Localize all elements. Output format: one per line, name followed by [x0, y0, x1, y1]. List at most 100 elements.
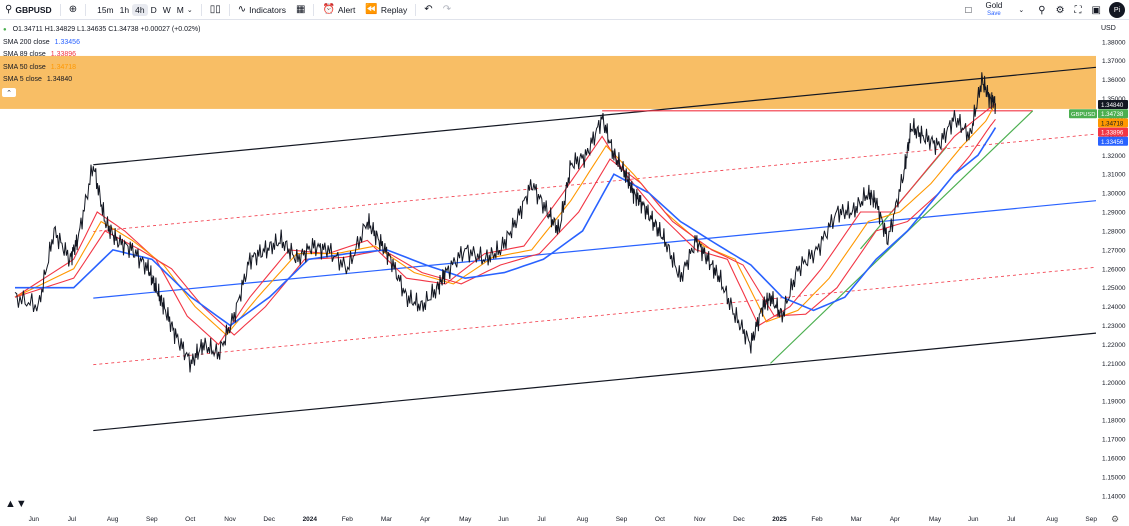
indicators-icon: ∿: [237, 4, 247, 15]
price-label-bg: [1098, 127, 1128, 137]
drawings-layer: [93, 66, 1097, 432]
alert-label: Alert: [337, 4, 356, 15]
price-label-text: 1.33456: [1101, 139, 1124, 146]
y-tick-label: 1.19000: [1102, 399, 1126, 406]
sma-label: SMA 50 close: [3, 63, 46, 71]
x-tick-label: Aug: [107, 516, 119, 523]
channel-upper: [93, 66, 1097, 166]
chevron-down-icon[interactable]: ⌄: [1018, 7, 1025, 14]
ohlc-values: O1.34711 H1.34829 L1.34635 C1.34738 +0.0…: [12, 26, 201, 33]
tradingview-logo-icon: ▲▼: [5, 498, 27, 510]
sma-value: 1.33896: [50, 51, 77, 58]
fullscreen-icon[interactable]: ⛶: [1074, 4, 1082, 16]
chart-type-button[interactable]: ▯▯: [205, 0, 226, 20]
interval-m[interactable]: M: [176, 4, 184, 15]
legend-sma-50[interactable]: SMA 50 close 1.34718: [0, 62, 200, 75]
x-tick-label: Jul: [537, 516, 546, 523]
sma-label: SMA 89 close: [3, 51, 46, 58]
x-tick-label: Sep: [146, 516, 158, 523]
divider: [85, 3, 87, 16]
save-label: Save: [987, 11, 1001, 17]
x-tick-label: Dec: [263, 516, 275, 523]
y-tick-label: 1.37000: [1102, 58, 1126, 65]
layout-icon[interactable]: □: [965, 4, 972, 16]
x-tick-label: Oct: [185, 516, 195, 523]
channel-mid: [93, 200, 1097, 299]
x-tick-label: 2024: [303, 516, 318, 523]
indicators-button[interactable]: ∿ Indicators: [233, 0, 291, 20]
y-tick-label: 1.38000: [1102, 39, 1126, 46]
camera-icon[interactable]: ▣: [1091, 4, 1101, 16]
y-tick-label: 1.31000: [1102, 172, 1126, 179]
price-axis: 1.380001.370001.360001.350001.340001.330…: [1096, 20, 1129, 526]
supply-zone: [0, 55, 1096, 109]
y-tick-label: 1.35000: [1102, 96, 1126, 103]
templates-button[interactable]: ▦: [291, 0, 310, 20]
price-chart[interactable]: 1.380001.370001.360001.350001.340001.330…: [0, 20, 1129, 526]
y-tick-label: 1.15000: [1102, 474, 1126, 481]
sma-line-sma-89-close: [14, 118, 996, 336]
legend-sma-5[interactable]: SMA 5 close 1.34840: [0, 74, 200, 87]
indicators-label: Indicators: [249, 4, 286, 15]
price-label: 1.33896: [1098, 127, 1128, 137]
y-tick-label: 1.29000: [1102, 210, 1126, 217]
interval-d[interactable]: D: [150, 4, 157, 15]
x-tick-label: Nov: [694, 516, 706, 523]
x-tick-label: Jun: [29, 516, 40, 523]
y-tick-label: 1.32000: [1102, 153, 1126, 160]
price-line: [14, 72, 996, 373]
y-tick-label: 1.17000: [1102, 437, 1126, 444]
replay-button[interactable]: ⏪ Replay: [360, 0, 412, 20]
chevron-down-icon[interactable]: ⌄: [186, 6, 193, 14]
legend-collapse-button[interactable]: ⌃: [2, 88, 16, 97]
supply-zone-layer: [0, 55, 1096, 109]
avatar[interactable]: Pi: [1109, 2, 1125, 18]
search-icon: ⚲: [5, 4, 13, 15]
y-tick-label: 1.23000: [1102, 323, 1126, 330]
x-tick-label: Oct: [655, 516, 665, 523]
axis-settings-icon[interactable]: ⚙: [1111, 514, 1120, 524]
symbol-search[interactable]: ⚲ GBPUSD: [0, 0, 57, 20]
gear-icon[interactable]: ⚙: [1055, 4, 1065, 16]
divider: [59, 3, 61, 16]
toolbar-right: □ Gold Save ⌄ ⚲ ⚙ ⛶ ▣ Pi: [965, 0, 1129, 20]
y-tick-label: 1.30000: [1102, 191, 1126, 198]
undo-button[interactable]: ↶: [419, 0, 437, 20]
interval-4h[interactable]: 4h: [132, 3, 148, 16]
interval-1h[interactable]: 1h: [119, 4, 130, 15]
alert-button[interactable]: ⏰ Alert: [317, 0, 360, 20]
y-tick-label: 1.16000: [1102, 455, 1126, 462]
y-tick-label: 1.25000: [1102, 285, 1126, 292]
x-tick-label: Feb: [342, 516, 354, 523]
x-tick-label: Mar: [851, 516, 863, 523]
x-tick-label: Sep: [616, 516, 628, 523]
y-tick-label: 1.28000: [1102, 228, 1126, 235]
price-label-bg: [1098, 118, 1128, 128]
plus-circle-icon: ⊕: [68, 4, 78, 15]
y-tick-label: 1.22000: [1102, 342, 1126, 349]
y-tick-label: 1.18000: [1102, 418, 1126, 425]
sma-value: 1.34840: [46, 76, 73, 83]
grid-icon: ▦: [295, 4, 306, 15]
x-tick-label: Aug: [1046, 516, 1058, 523]
legend-sma-89[interactable]: SMA 89 close 1.33896: [0, 49, 200, 62]
price-label: 1.34738 GBPUSD: [1069, 109, 1128, 119]
symbol-tag-bg: [1069, 109, 1097, 119]
interval-15m[interactable]: 15m: [97, 4, 114, 15]
sma-line-sma-200-close: [15, 127, 997, 327]
quick-search-icon[interactable]: ⚲: [1038, 4, 1046, 16]
redo-button[interactable]: ↷: [438, 0, 456, 20]
layout-name-button[interactable]: Gold Save: [985, 2, 1002, 18]
interval-w[interactable]: W: [162, 4, 171, 15]
legend-sma-200[interactable]: SMA 200 close 1.33456: [0, 37, 200, 50]
sma-line-sma-5-close: [14, 102, 996, 346]
divider: [313, 3, 315, 16]
x-tick-label: Nov: [224, 516, 236, 523]
currency-label[interactable]: USD: [1101, 25, 1116, 32]
chart-legend: ● O1.34711 H1.34829 L1.34635 C1.34738 +0…: [0, 24, 200, 87]
price-label: 1.33456: [1098, 136, 1128, 146]
replay-label: Replay: [380, 4, 408, 15]
alarm-icon: ⏰: [322, 4, 335, 15]
compare-button[interactable]: ⊕: [64, 0, 82, 20]
y-tick-label: 1.26000: [1102, 266, 1126, 273]
